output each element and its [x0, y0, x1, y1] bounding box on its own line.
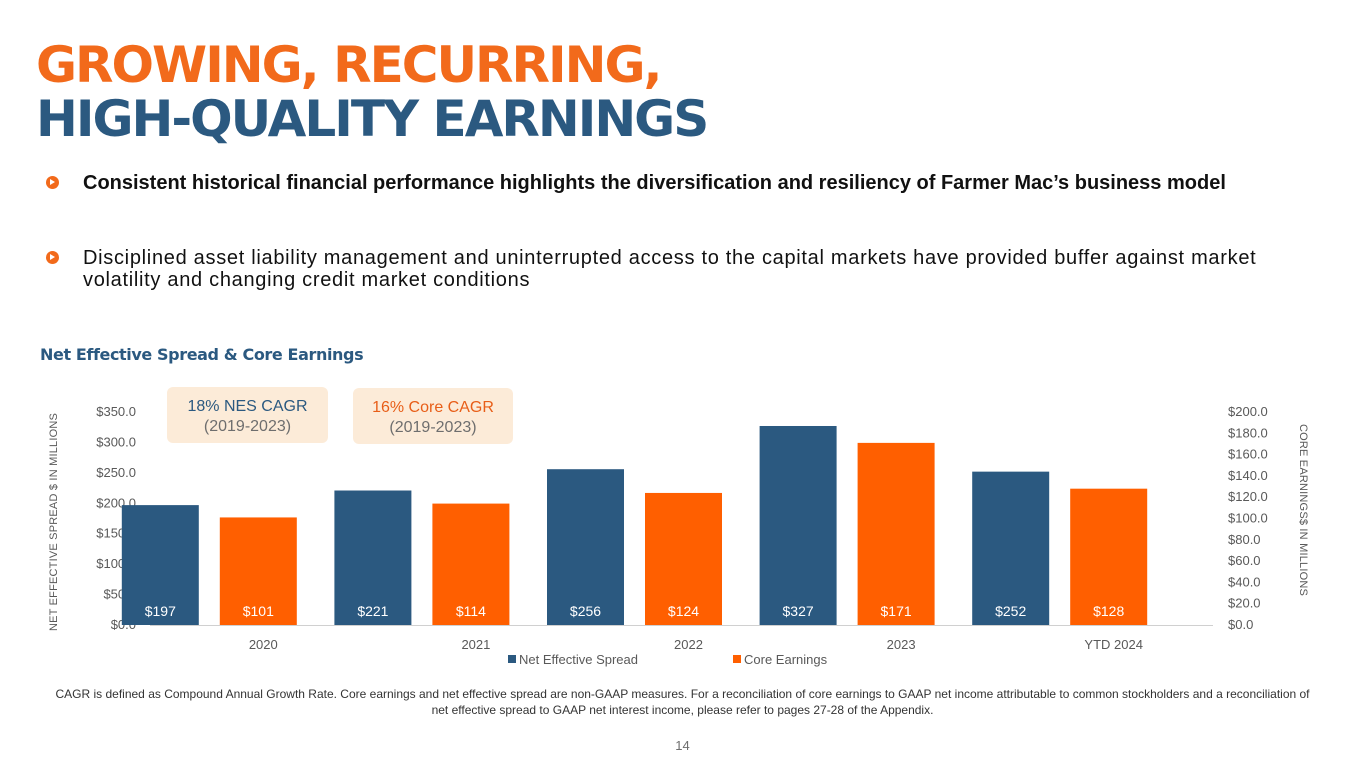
- page-number: 14: [675, 738, 690, 753]
- bar-core-4: [1070, 488, 1148, 625]
- right-tick-label: $40.0: [1228, 574, 1261, 589]
- right-tick-label: $100.0: [1228, 511, 1268, 526]
- left-tick-label: $350.0: [96, 404, 136, 419]
- bar-value-label: $114: [456, 603, 486, 619]
- nes-cagr-value: 18% NES CAGR: [187, 398, 308, 415]
- core-cagr-period: (2019-2023): [389, 419, 477, 436]
- right-tick-label: $60.0: [1228, 553, 1261, 568]
- bullet-text-2: Disciplined asset liability management a…: [83, 247, 1257, 291]
- bullet-arrow-icon: [46, 176, 59, 189]
- right-tick-label: $160.0: [1228, 447, 1268, 462]
- right-tick-label: $200.0: [1228, 404, 1268, 419]
- chart-title: Net Effective Spread & Core Earnings: [40, 345, 364, 364]
- category-label: YTD 2024: [1084, 637, 1143, 652]
- nes-cagr-callout: 18% NES CAGR (2019-2023): [167, 387, 328, 443]
- legend-swatch-nes: [508, 655, 516, 663]
- category-label: 2021: [461, 637, 490, 652]
- bar-nes-0: [121, 505, 199, 625]
- category-label: 2020: [249, 637, 278, 652]
- legend-swatch-core: [733, 655, 741, 663]
- bar-core-3: [857, 442, 935, 625]
- category-label: 2022: [674, 637, 703, 652]
- nes-cagr-period: (2019-2023): [203, 418, 292, 435]
- bar-core-2: [645, 492, 722, 625]
- right-tick-label: $20.0: [1228, 596, 1261, 611]
- bar-nes-1: [334, 490, 412, 625]
- bar-nes-2: [547, 469, 624, 625]
- bar-core-0: [219, 517, 297, 625]
- bar-value-label: $252: [995, 603, 1026, 619]
- bar-nes-4: [972, 471, 1050, 625]
- left-tick-label: $250.0: [96, 465, 136, 480]
- bar-value-label: $124: [668, 603, 699, 619]
- bar-chart: $0.0$50.0$100.0$150.0$200.0$250.0$300.0$…: [96, 404, 1268, 667]
- title-line-2: HIGH-QUALITY EARNINGS: [36, 90, 709, 148]
- bar-value-label: $171: [881, 603, 912, 619]
- bullet-text-1: Consistent historical financial performa…: [83, 172, 1226, 194]
- right-tick-label: $120.0: [1228, 489, 1268, 504]
- right-tick-label: $0.0: [1228, 617, 1253, 632]
- legend-label-nes: Net Effective Spread: [519, 652, 638, 667]
- bar-value-label: $256: [570, 603, 601, 619]
- bar-value-label: $221: [357, 603, 388, 619]
- left-tick-label: $300.0: [96, 434, 136, 449]
- footnote: CAGR is defined as Compound Annual Growt…: [55, 687, 1310, 717]
- category-label: 2023: [887, 637, 916, 652]
- bar-value-label: $197: [145, 603, 176, 619]
- right-tick-label: $80.0: [1228, 532, 1261, 547]
- right-tick-label: $180.0: [1228, 425, 1268, 440]
- core-cagr-value: 16% Core CAGR: [372, 399, 494, 416]
- bar-value-label: $327: [783, 603, 814, 619]
- core-cagr-callout: 16% Core CAGR (2019-2023): [353, 388, 513, 444]
- bar-value-label: $101: [243, 603, 274, 619]
- bar-value-label: $128: [1093, 603, 1124, 619]
- legend-label-core: Core Earnings: [744, 652, 828, 667]
- right-tick-label: $140.0: [1228, 468, 1268, 483]
- title-line-1: GROWING, RECURRING,: [36, 36, 663, 94]
- bar-nes-3: [759, 425, 837, 625]
- bar-core-1: [432, 503, 510, 625]
- bullet-arrow-icon: [46, 251, 59, 264]
